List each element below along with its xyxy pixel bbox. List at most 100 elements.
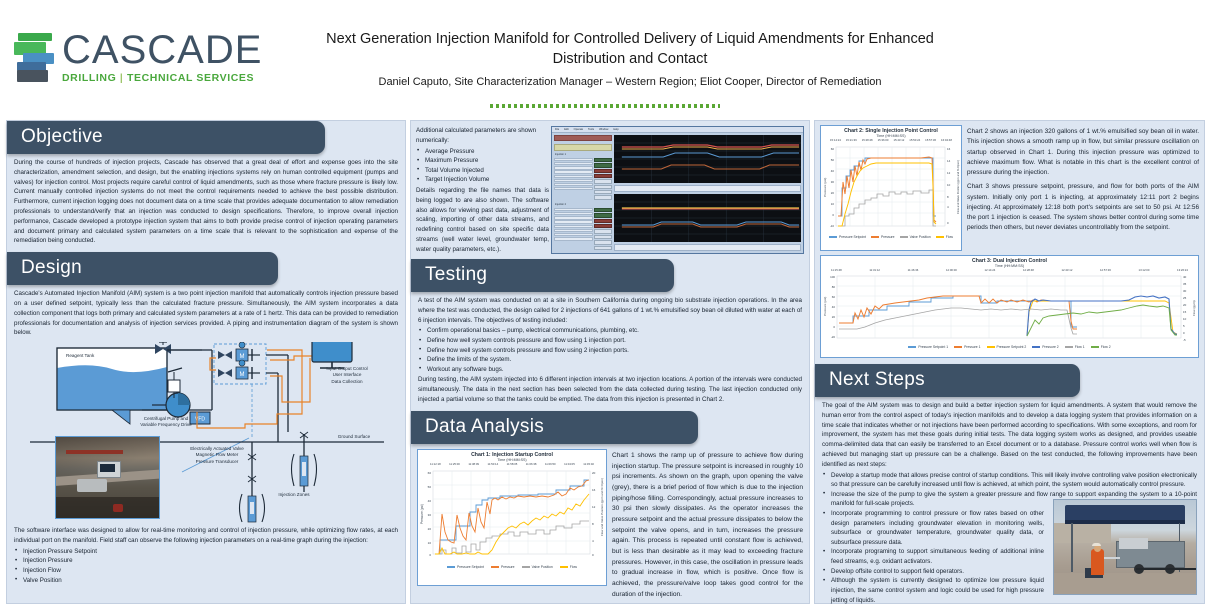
svg-text:80: 80 bbox=[832, 285, 836, 289]
chart-2-plot: Pressure (psi) Flow and Valve Position (… bbox=[823, 146, 960, 228]
list-item: Injection Pressure Setpoint bbox=[14, 546, 398, 557]
pid-svg: VFD M M bbox=[30, 342, 384, 523]
svg-text:15: 15 bbox=[1183, 310, 1187, 314]
list-item: Incorporate programing to support simult… bbox=[822, 547, 1044, 566]
svg-text:16: 16 bbox=[592, 488, 596, 492]
diagram-label-ground-surface: Ground Surface bbox=[337, 434, 371, 440]
calculated-parameters-block: Additional calculated parameters are sho… bbox=[416, 126, 549, 255]
software-toolbar-bottom[interactable] bbox=[614, 244, 801, 251]
aim-software-screenshot: File Edit Operate Tools Window Help Inje… bbox=[551, 126, 804, 254]
svg-text:20: 20 bbox=[1183, 303, 1187, 307]
objective-body: During the course of hundreds of injecti… bbox=[14, 159, 398, 245]
list-item: Average Pressure bbox=[416, 146, 549, 157]
svg-text:Pressure (psi): Pressure (psi) bbox=[823, 178, 827, 197]
svg-text:60: 60 bbox=[428, 471, 432, 475]
svg-text:-5: -5 bbox=[1183, 338, 1186, 342]
section-heading-design: Design bbox=[7, 252, 278, 286]
software-graph-bottom bbox=[614, 194, 801, 242]
svg-text:30: 30 bbox=[831, 180, 835, 184]
chart2-description: Chart 2 shows an injection 320 gallons o… bbox=[967, 128, 1199, 176]
legend-item: Pressure bbox=[490, 565, 515, 569]
chart-2-subtitle: Time (HH:MM:SS) bbox=[876, 134, 906, 138]
chart-3-subtitle: Time (HH:MM:SS) bbox=[994, 264, 1025, 268]
chart-2-legend: Pressure Setpoint Pressure Valve Positio… bbox=[821, 234, 961, 241]
svg-text:100: 100 bbox=[830, 275, 835, 279]
svg-text:12: 12 bbox=[592, 505, 596, 509]
calc-params-intro: Additional calculated parameters are sho… bbox=[416, 127, 537, 144]
chart-1-xticks: 11:12:18 11:25:00 11:38:09 11:50:14 11:5… bbox=[418, 462, 606, 466]
testing-bullets: Confirm operational basics – pump, elect… bbox=[418, 326, 802, 374]
xtick: 12:57:36 bbox=[1100, 268, 1111, 272]
legend-item: Flow bbox=[559, 565, 577, 569]
xtick: 12:00:00 bbox=[945, 268, 957, 272]
software-toolbar-top[interactable] bbox=[614, 185, 801, 192]
list-item: Develop offsite control to support field… bbox=[822, 566, 1044, 577]
section-heading-objective: Objective bbox=[7, 121, 326, 154]
diagram-label-reagent-tank: Reagent Tank bbox=[66, 353, 95, 359]
legend-item: Pressure Setpoint bbox=[829, 235, 866, 239]
chart-3: Chart 3: Dual Injection Control Time (HH… bbox=[820, 255, 1199, 358]
svg-text:Pressure (psi): Pressure (psi) bbox=[823, 297, 827, 316]
svg-text:30: 30 bbox=[428, 513, 432, 517]
menu-edit[interactable]: Edit bbox=[564, 128, 569, 131]
svg-text:Flow (gpm): Flow (gpm) bbox=[1192, 301, 1196, 316]
xtick: 11:12:18 bbox=[430, 461, 441, 466]
xtick: 11:50:14 bbox=[487, 461, 499, 466]
svg-text:40: 40 bbox=[1183, 275, 1187, 279]
svg-text:40: 40 bbox=[832, 305, 836, 309]
xtick: 13:12:00 bbox=[1138, 268, 1150, 272]
xtick: 11:15:48 bbox=[831, 268, 842, 272]
svg-text:0: 0 bbox=[833, 325, 835, 329]
svg-text:10: 10 bbox=[428, 541, 432, 545]
menu-file[interactable]: File bbox=[555, 128, 560, 131]
xtick: 11:25:00 bbox=[449, 461, 460, 466]
cascade-logo: CASCADE DRILLING | TECHNICAL SERVICES bbox=[14, 30, 262, 84]
svg-text:Flow and Valve Position (gpm a: Flow and Valve Position (gpm and % Open) bbox=[600, 478, 604, 536]
svg-text:25: 25 bbox=[1183, 296, 1187, 300]
xtick: 15:57:36 bbox=[925, 138, 937, 142]
logo-wordmark: CASCADE bbox=[62, 28, 263, 72]
column-left: Objective During the course of hundreds … bbox=[6, 120, 406, 604]
chart-1-plot: Pressure (psi) Flow and Valve Position (… bbox=[420, 470, 604, 557]
svg-text:50: 50 bbox=[428, 485, 432, 489]
menu-window[interactable]: Window bbox=[599, 128, 609, 131]
logo-tagline-left: DRILLING bbox=[62, 72, 117, 84]
list-item: Define the limits of the system. bbox=[418, 355, 802, 365]
xtick: 15:28:48 bbox=[861, 138, 873, 142]
svg-text:0: 0 bbox=[429, 553, 431, 557]
legend-item: Pressure 2 bbox=[1032, 345, 1059, 349]
chart-1-title: Chart 1: Injection Startup Control bbox=[471, 451, 553, 458]
svg-text:8: 8 bbox=[592, 522, 594, 526]
section-heading-testing: Testing bbox=[411, 259, 674, 292]
legend-item: Flow 2 bbox=[1090, 345, 1111, 349]
menu-operate[interactable]: Operate bbox=[573, 128, 584, 131]
list-item: Although the system is currently designe… bbox=[822, 576, 1044, 605]
section-heading-next-steps: Next Steps bbox=[815, 364, 1080, 397]
diagram-label-valve-group: Electrically Actuated Valve Magnetic Flow… bbox=[190, 446, 244, 464]
calc-params-body: Details regarding the file names that da… bbox=[416, 187, 549, 253]
xtick: 11:31:12 bbox=[869, 268, 880, 272]
chart-1-subtitle: Time (HH:MM:SS) bbox=[497, 457, 527, 462]
xtick: 11:58:05 bbox=[506, 461, 518, 466]
software-graph-top bbox=[614, 135, 801, 183]
menu-tools[interactable]: Tools bbox=[588, 128, 595, 131]
list-item: Maximum Pressure bbox=[416, 156, 549, 166]
logo-tagline-right: TECHNICAL SERVICES bbox=[127, 72, 255, 84]
svg-text:10: 10 bbox=[1183, 317, 1187, 321]
list-item: Target Injection Volume bbox=[416, 175, 549, 185]
svg-text:50: 50 bbox=[831, 158, 835, 162]
legend-item: Pressure Setpoint 1 bbox=[908, 345, 948, 349]
design-body: Cascade's Automated Injection Manifold (… bbox=[14, 290, 398, 337]
list-item: Incorporate programming to control press… bbox=[822, 509, 1044, 547]
svg-text:VFD: VFD bbox=[195, 417, 205, 423]
chart-2-xticks: 15:14:24 15:21:36 15:28:48 15:36:00 15:4… bbox=[821, 138, 961, 142]
legend-item: Valve Position bbox=[521, 565, 553, 569]
svg-text:10: 10 bbox=[831, 202, 835, 206]
svg-text:Flow and Valve Position (gpm a: Flow and Valve Position (gpm and % Open) bbox=[956, 160, 960, 214]
svg-text:M: M bbox=[240, 372, 245, 378]
xtick: 11:46:36 bbox=[907, 268, 919, 272]
design-software-bullets: Injection Pressure Setpoint Injection Pr… bbox=[14, 546, 398, 585]
menu-help[interactable]: Help bbox=[613, 128, 619, 131]
chart-2-title: Chart 2: Single Injection Point Control bbox=[844, 128, 938, 134]
